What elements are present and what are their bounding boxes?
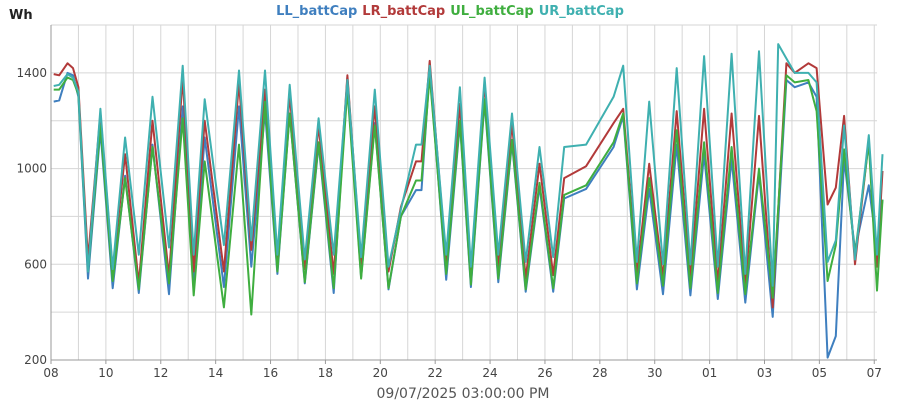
series-line-UL_battCap <box>53 74 884 316</box>
x-tick-label: 05 <box>812 366 827 380</box>
legend-entry-UL_battCap[interactable]: UL_battCap <box>450 4 533 19</box>
x-tick-label: 03 <box>757 366 772 380</box>
label-layer: Wh 09/07/2025 03:00:00 PM LL_battCap LR_b… <box>9 4 624 400</box>
y-tick-label: 600 <box>24 257 47 271</box>
x-tick-label: 16 <box>263 366 278 380</box>
x-tick-label: 10 <box>98 366 113 380</box>
x-axis-title: 09/07/2025 03:00:00 PM <box>377 386 550 400</box>
series-line-UR_battCap <box>53 43 884 287</box>
x-tick-label: 08 <box>43 366 58 380</box>
axis-layer: 200 600 1000 1400 08 10 12 14 16 18 20 22 24 26 28 30 01… <box>16 25 882 380</box>
x-tick-label: 20 <box>373 366 388 380</box>
x-tick-label: 01 <box>702 366 717 380</box>
legend-entry-UR_battCap[interactable]: UR_battCap <box>539 4 624 19</box>
y-tick-label: 1400 <box>16 66 47 80</box>
x-tick-label: 26 <box>537 366 552 380</box>
legend-entry-LR_battCap[interactable]: LR_battCap <box>362 4 445 19</box>
y-axis-unit-label: Wh <box>9 8 33 23</box>
x-tick-label: 28 <box>592 366 607 380</box>
x-tick-label: 18 <box>318 366 333 380</box>
x-tick-label: 14 <box>208 366 223 380</box>
x-tick-label: 07 <box>867 366 882 380</box>
series-layer <box>53 43 884 359</box>
legend: LL_battCap LR_battCap UL_battCap UR_battCap <box>276 4 624 19</box>
y-tick-label: 200 <box>24 353 47 367</box>
x-tick-label: 30 <box>647 366 662 380</box>
legend-entry-LL_battCap[interactable]: LL_battCap <box>276 4 357 19</box>
x-tick-label: 22 <box>428 366 443 380</box>
y-tick-label: 1000 <box>16 162 47 176</box>
x-tick-label: 24 <box>482 366 497 380</box>
x-tick-label: 12 <box>153 366 168 380</box>
